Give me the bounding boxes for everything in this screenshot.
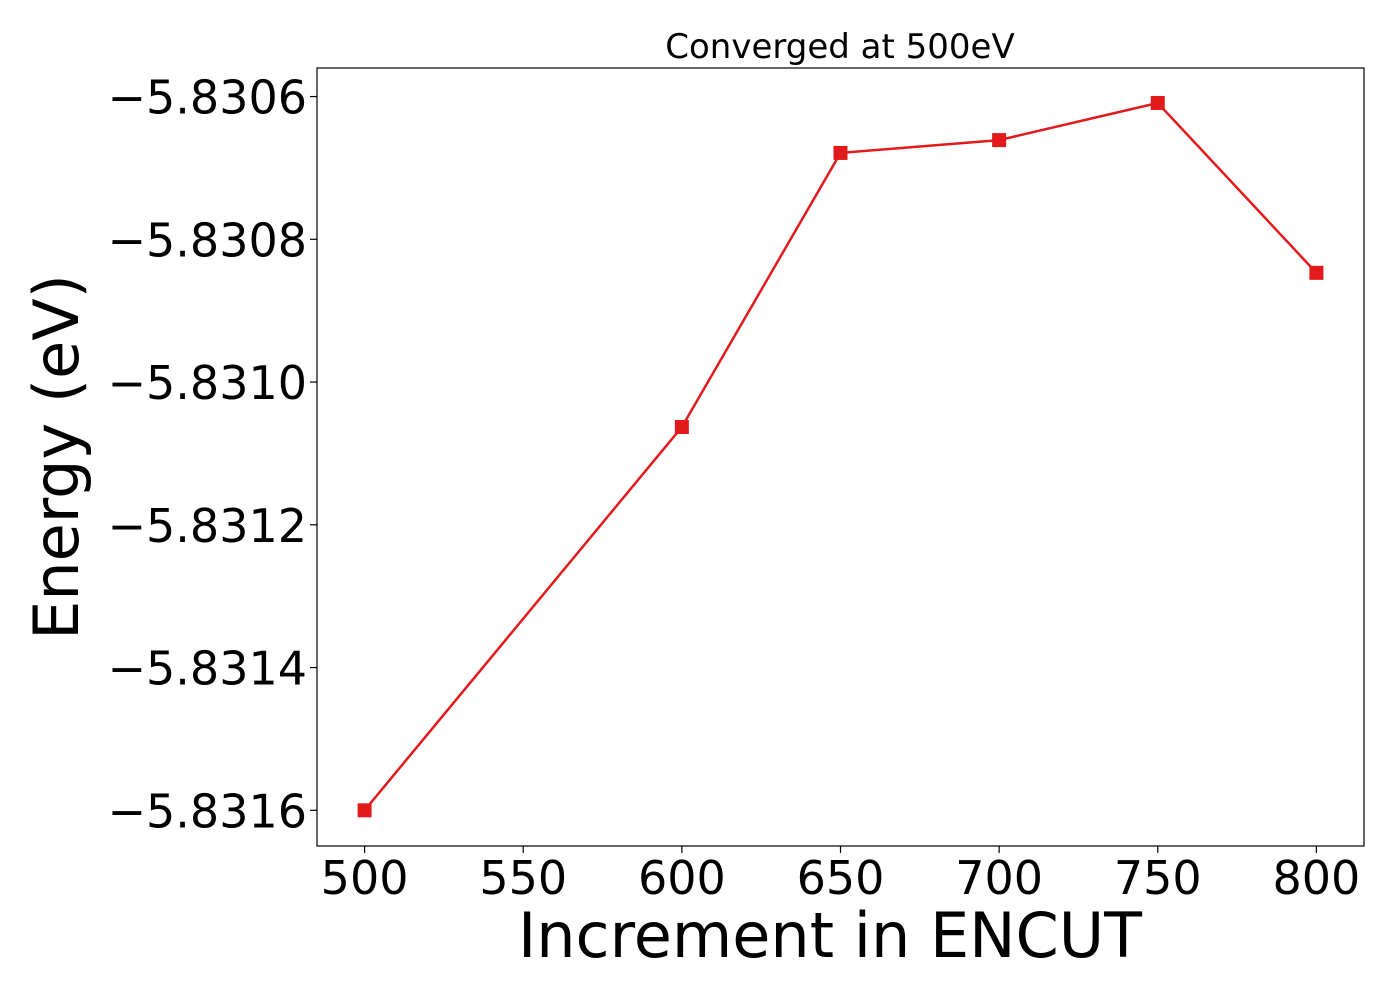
data-point-marker (833, 145, 848, 160)
data-point-marker (992, 133, 1007, 148)
y-tick-label: −5.8308 (108, 213, 308, 267)
y-tick-label: −5.8312 (108, 499, 308, 553)
x-axis: 500 550 600 650 700 750 800 (321, 846, 1361, 905)
data-point-marker (357, 803, 372, 818)
x-tick-label: 750 (1114, 851, 1202, 905)
data-point-marker (674, 420, 689, 435)
series-layer (357, 95, 1324, 818)
x-tick-label: 500 (321, 851, 409, 905)
x-tick-label: 650 (797, 851, 885, 905)
x-tick-label: 550 (479, 851, 567, 905)
y-tick-label: −5.8306 (108, 71, 308, 125)
y-tick-label: −5.8310 (108, 356, 308, 410)
chart-title: Converged at 500eV (665, 27, 1014, 67)
y-tick-label: −5.8316 (108, 784, 308, 838)
plot-area-frame (316, 67, 1365, 847)
y-tick-label: −5.8314 (108, 642, 308, 696)
x-axis-label: Increment in ENCUT (518, 899, 1143, 972)
x-tick-label: 600 (638, 851, 726, 905)
x-tick-label: 800 (1273, 851, 1361, 905)
x-tick-label: 700 (955, 851, 1043, 905)
series-line (363, 101, 1318, 812)
data-point-marker (1150, 95, 1165, 110)
y-axis-label: Energy (eV) (20, 274, 93, 640)
y-axis: −5.8306 −5.8308 −5.8310 −5.8312 −5.8314 −5.83… (108, 71, 317, 838)
data-point-marker (1309, 265, 1324, 280)
